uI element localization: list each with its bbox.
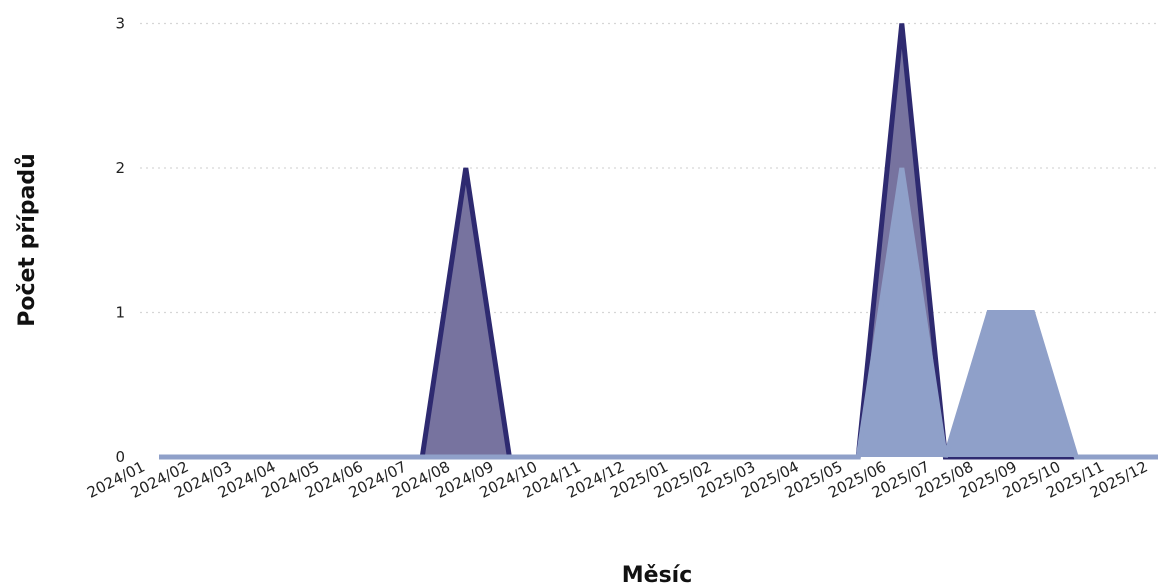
y-tick-label: 0	[115, 448, 125, 466]
x-axis-ticks: 2024/012024/022024/032024/042024/052024/…	[84, 458, 1151, 502]
series-area-2	[159, 168, 1158, 457]
x-axis-title: Měsíc	[622, 563, 693, 586]
series-areas	[159, 23, 1158, 460]
y-tick-label: 3	[115, 15, 125, 33]
grid-lines	[140, 22, 1158, 314]
series-line-2	[159, 167, 1158, 460]
y-axis-ticks: 0 1 2 3	[115, 15, 125, 467]
y-tick-label: 2	[115, 159, 125, 177]
y-axis-title: Počet případů	[15, 153, 40, 327]
y-tick-label: 1	[115, 304, 125, 322]
